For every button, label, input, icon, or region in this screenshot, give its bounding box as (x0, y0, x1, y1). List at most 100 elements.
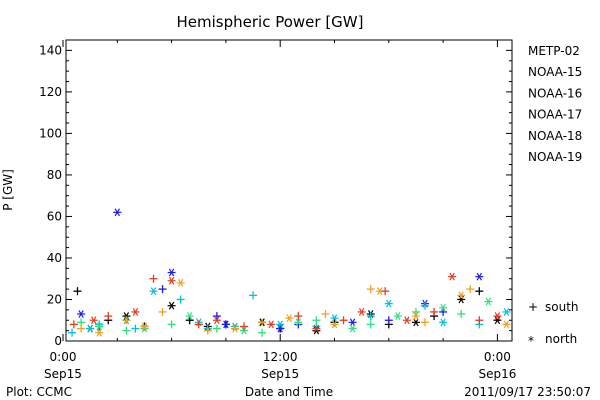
point-noaa-16-north (384, 299, 393, 308)
point-noaa-15-south (158, 285, 167, 294)
y-tick-label: 40 (47, 251, 62, 265)
point-noaa-19-south (381, 287, 390, 296)
point-noaa-17-south (457, 310, 466, 319)
point-noaa-19-north (212, 316, 221, 325)
x-tick-time: 12:00 (263, 350, 298, 364)
point-noaa-18-north (285, 314, 294, 323)
point-noaa-17-south (122, 326, 131, 335)
point-noaa-16-south (421, 301, 429, 310)
data-points (68, 208, 511, 337)
point-metp-02-north (457, 295, 466, 304)
legend-item-noaa-15: NOAA-15 (528, 65, 582, 79)
x-tick-date: Sep15 (261, 367, 299, 381)
point-noaa-18-south (203, 326, 212, 335)
point-noaa-16-south (176, 295, 185, 304)
point-noaa-16-north (502, 308, 511, 316)
point-noaa-17-south (312, 316, 321, 325)
point-noaa-15-north (221, 320, 230, 329)
point-metp-02-north (411, 318, 420, 327)
point-noaa-18-north (457, 291, 466, 300)
legend-north-marker: * (528, 334, 534, 348)
point-noaa-19-north (402, 316, 411, 325)
x-tick-time: 0:00 (50, 350, 77, 364)
point-noaa-19-north (267, 320, 276, 329)
point-noaa-17-south (411, 307, 420, 316)
point-noaa-18-north (140, 322, 149, 331)
y-axis-label: P [GW] (1, 169, 15, 211)
point-noaa-18-north (502, 320, 511, 329)
point-noaa-16-south (131, 324, 140, 333)
point-noaa-19-north (357, 308, 366, 316)
point-noaa-15-south (212, 312, 221, 321)
point-noaa-17-south (212, 324, 221, 333)
point-noaa-18-south (122, 316, 131, 325)
point-noaa-18-south (366, 285, 375, 294)
point-noaa-19-south (339, 316, 348, 325)
x-axis-label: Date and Time (245, 385, 333, 399)
point-metp-02-north (493, 316, 502, 325)
point-noaa-15-north (475, 272, 484, 281)
point-noaa-16-north (330, 314, 339, 323)
point-noaa-19-north (448, 272, 457, 281)
point-noaa-19-north (167, 276, 176, 285)
point-noaa-18-south (158, 307, 167, 316)
point-noaa-19-south (475, 316, 484, 325)
point-metp-02-south (475, 287, 484, 296)
plot-credit: Plot: CCMC (6, 385, 72, 399)
point-noaa-15-north (167, 268, 176, 277)
point-noaa-19-north (89, 316, 98, 325)
point-metp-02-south (185, 316, 194, 325)
point-noaa-18-north (411, 312, 420, 321)
point-noaa-17-north (240, 326, 248, 335)
point-noaa-19-south (240, 322, 248, 331)
legend-south-marker: + (528, 300, 538, 314)
point-noaa-17-south (366, 320, 375, 329)
plot-frame (65, 39, 513, 342)
legend-north-label: north (545, 332, 577, 346)
point-noaa-16-north (149, 287, 158, 296)
point-noaa-17-north (348, 324, 357, 333)
point-noaa-17-north (439, 303, 448, 312)
legend-item-noaa-17: NOAA-17 (528, 108, 582, 122)
point-noaa-18-north (176, 278, 185, 287)
legend-south-label: south (545, 300, 579, 314)
legend-item-noaa-16: NOAA-16 (528, 86, 582, 100)
plot-area (65, 39, 513, 342)
legend-item-noaa-19: NOAA-19 (528, 150, 582, 164)
point-metp-02-north (167, 301, 176, 310)
point-noaa-18-south (321, 310, 330, 319)
point-noaa-19-south (104, 312, 113, 321)
point-noaa-15-north (113, 208, 122, 217)
y-tick-label: 60 (47, 209, 62, 223)
point-noaa-17-north (484, 297, 493, 306)
point-noaa-16-south (249, 291, 258, 300)
point-noaa-15-south (384, 316, 393, 325)
y-axis: 0 20 40 60 80 100 120 140 (39, 43, 512, 348)
point-noaa-18-south (421, 318, 429, 327)
y-tick-label: 100 (39, 126, 62, 140)
point-noaa-17-south (258, 328, 267, 337)
point-noaa-16-north (86, 324, 95, 333)
point-metp-02-south (73, 287, 82, 296)
point-noaa-17-north (294, 318, 303, 327)
point-noaa-19-south (149, 274, 158, 283)
point-noaa-18-north (230, 324, 239, 333)
y-tick-label: 0 (54, 334, 62, 348)
point-noaa-19-north (312, 324, 321, 333)
legend-item-metp-02: METP-02 (528, 44, 580, 58)
point-noaa-18-south (258, 318, 267, 327)
x-tick-date: Sep15 (44, 367, 82, 381)
point-noaa-17-north (393, 312, 402, 321)
point-noaa-18-north (330, 320, 339, 329)
point-noaa-19-north (493, 312, 502, 321)
point-noaa-19-north (131, 308, 140, 316)
point-noaa-18-south (77, 324, 86, 333)
point-noaa-16-north (276, 320, 285, 329)
plot-timestamp: 2011/09/17 23:50:07 (464, 385, 591, 399)
y-tick-label: 80 (47, 168, 62, 182)
x-axis: 0:00Sep1512:00Sep150:00Sep1612:00Sep160:… (44, 40, 516, 381)
point-noaa-15-north (348, 318, 357, 327)
legend: METP-02 NOAA-15 NOAA-16 NOAA-17 NOAA-18 NOAA-… (528, 44, 582, 164)
point-noaa-17-north (95, 322, 104, 331)
